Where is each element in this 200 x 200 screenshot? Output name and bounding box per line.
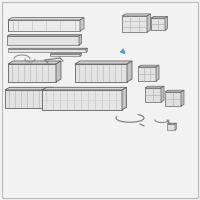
Polygon shape bbox=[8, 48, 88, 49]
Polygon shape bbox=[8, 20, 80, 31]
Polygon shape bbox=[151, 17, 168, 18]
Polygon shape bbox=[79, 34, 82, 45]
Polygon shape bbox=[151, 18, 165, 30]
Polygon shape bbox=[122, 16, 147, 32]
Polygon shape bbox=[175, 123, 177, 130]
Polygon shape bbox=[165, 92, 181, 106]
Polygon shape bbox=[122, 14, 151, 16]
Polygon shape bbox=[127, 61, 132, 82]
Polygon shape bbox=[80, 53, 82, 56]
Polygon shape bbox=[161, 86, 164, 102]
Polygon shape bbox=[56, 61, 61, 82]
Polygon shape bbox=[75, 61, 132, 64]
Polygon shape bbox=[145, 86, 164, 88]
Polygon shape bbox=[49, 87, 54, 108]
Polygon shape bbox=[7, 36, 79, 45]
Polygon shape bbox=[167, 123, 177, 124]
Polygon shape bbox=[80, 18, 84, 31]
Polygon shape bbox=[42, 87, 127, 90]
Polygon shape bbox=[138, 67, 156, 81]
Polygon shape bbox=[86, 48, 88, 52]
Polygon shape bbox=[50, 54, 80, 56]
Polygon shape bbox=[156, 65, 159, 81]
Polygon shape bbox=[8, 18, 84, 20]
Polygon shape bbox=[8, 49, 86, 52]
Polygon shape bbox=[122, 87, 127, 110]
Polygon shape bbox=[50, 53, 82, 54]
Polygon shape bbox=[8, 64, 56, 82]
Polygon shape bbox=[165, 90, 184, 92]
Polygon shape bbox=[147, 14, 151, 32]
Polygon shape bbox=[5, 90, 49, 108]
Polygon shape bbox=[165, 17, 168, 30]
Polygon shape bbox=[145, 88, 161, 102]
Polygon shape bbox=[5, 87, 54, 90]
Polygon shape bbox=[42, 90, 122, 110]
Polygon shape bbox=[138, 65, 159, 67]
Polygon shape bbox=[8, 61, 61, 64]
Polygon shape bbox=[75, 64, 127, 82]
Polygon shape bbox=[167, 124, 175, 130]
Polygon shape bbox=[7, 34, 82, 36]
Polygon shape bbox=[181, 90, 184, 106]
